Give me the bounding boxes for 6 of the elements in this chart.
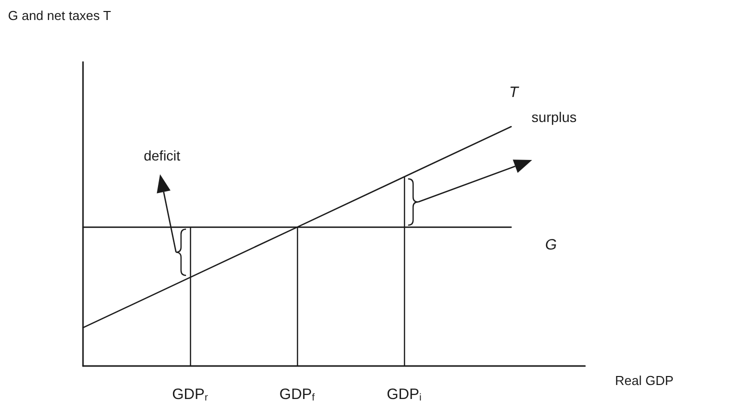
text: surplus bbox=[532, 109, 577, 126]
text: G bbox=[545, 236, 558, 254]
text: G and net taxes T bbox=[8, 8, 112, 23]
series-label: T bbox=[509, 84, 520, 102]
annotation: deficit bbox=[144, 147, 180, 164]
x-axis-title: Real GDP bbox=[615, 373, 674, 388]
